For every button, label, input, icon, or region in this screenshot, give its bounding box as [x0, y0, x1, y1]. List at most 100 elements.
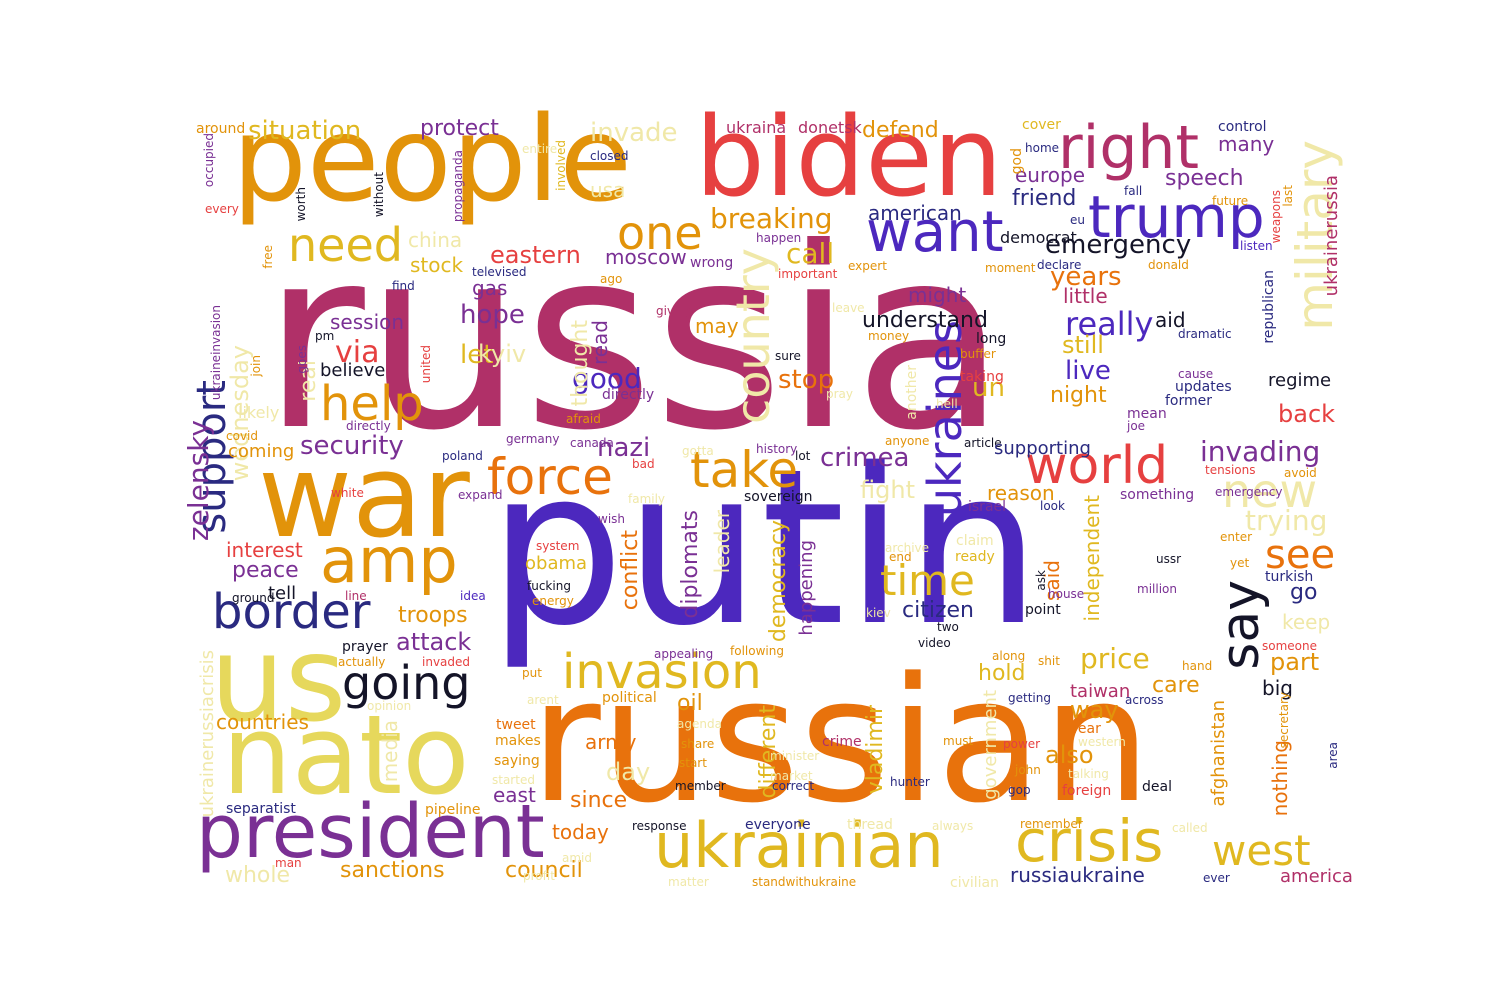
- word-really: really: [1065, 305, 1154, 343]
- word-night: night: [1050, 383, 1107, 408]
- word-session: session: [330, 310, 405, 334]
- word-buffer: buffer: [960, 347, 996, 361]
- word-matter: matter: [668, 875, 709, 889]
- word-eu: eu: [1070, 213, 1085, 227]
- word-giving: giving: [656, 304, 693, 318]
- word-future: future: [1212, 194, 1249, 208]
- word-cover: cover: [1022, 117, 1061, 133]
- word-friend: friend: [1012, 186, 1077, 211]
- word-sure: sure: [775, 349, 801, 363]
- word-directly: directly: [346, 419, 391, 433]
- word-updates: updates: [1175, 379, 1232, 395]
- word-free: free: [261, 245, 275, 269]
- word-ukrainian: ukrainian: [654, 809, 944, 882]
- word-moment: moment: [985, 261, 1036, 275]
- word-us: us: [210, 610, 347, 748]
- word-ever: ever: [1203, 871, 1230, 885]
- word-without: without: [372, 172, 386, 218]
- word-way: way: [1070, 696, 1119, 724]
- word-separatist: separatist: [226, 801, 296, 817]
- word-moscow: moscow: [605, 245, 687, 269]
- word-new: new: [1222, 464, 1318, 518]
- word-europe: europe: [1015, 163, 1085, 187]
- word-system: system: [536, 539, 580, 553]
- word-happen: happen: [756, 231, 802, 245]
- word-man: man: [275, 856, 302, 870]
- word-occupied: occupied: [202, 133, 216, 188]
- word-donald: donald: [1148, 258, 1189, 272]
- word-might: might: [908, 283, 967, 307]
- word-today: today: [552, 820, 609, 844]
- word-troops: troops: [398, 603, 468, 628]
- word-control: control: [1218, 119, 1267, 135]
- word-little: little: [1063, 284, 1108, 308]
- word-stop: stop: [778, 365, 835, 395]
- word-anyone: anyone: [885, 434, 930, 448]
- word-listen: listen: [1240, 239, 1273, 253]
- word-televised: televised: [472, 265, 527, 279]
- word-something: something: [1120, 487, 1195, 503]
- word-expand: expand: [458, 488, 503, 502]
- word-correct: correct: [772, 779, 815, 793]
- word-money: money: [868, 329, 910, 343]
- word-democracy: democracy: [766, 520, 791, 643]
- word-citizen: citizen: [902, 598, 974, 623]
- word-supporting: supporting: [994, 438, 1091, 459]
- word-amid: amid: [562, 851, 592, 865]
- word-ukrainerussiacrisis: ukrainerussiacrisis: [197, 650, 218, 818]
- word-must: must: [943, 734, 974, 748]
- word-prayer: prayer: [342, 639, 388, 655]
- word-ground: ground: [232, 591, 275, 605]
- word-usa: usa: [590, 178, 626, 202]
- word-find: find: [392, 279, 415, 293]
- word-israel: israel: [968, 499, 1007, 515]
- word-canada: canada: [570, 436, 614, 450]
- word-say: say: [1211, 580, 1271, 670]
- word-white: white: [331, 486, 364, 500]
- word-line: line: [345, 589, 367, 603]
- word-media: media: [378, 720, 402, 783]
- word-invasion: invasion: [562, 644, 762, 700]
- word-across: across: [1125, 693, 1164, 707]
- word-care: care: [1152, 673, 1200, 698]
- word-afghanistan: afghanistan: [1208, 700, 1229, 807]
- word-fall: fall: [1124, 184, 1143, 198]
- word-emergency-2: emergency: [1215, 485, 1283, 499]
- word-yet: yet: [1230, 556, 1250, 570]
- word-opinion: opinion: [367, 699, 412, 713]
- word-see: see: [1265, 532, 1336, 578]
- word-along: along: [992, 649, 1026, 663]
- word-closed: closed: [590, 149, 629, 163]
- word-declare: declare: [1037, 258, 1082, 272]
- word-years: years: [1050, 262, 1122, 292]
- word-part: part: [1270, 648, 1320, 676]
- word-secretary: secretary: [1277, 692, 1291, 749]
- word-tweet: tweet: [496, 717, 536, 733]
- word-obama: obama: [525, 553, 588, 574]
- word-started: started: [492, 773, 535, 787]
- word-protect: protect: [420, 116, 499, 141]
- word-dramatic: dramatic: [1178, 327, 1232, 341]
- word-hand: hand: [1182, 659, 1213, 673]
- word-democrat: democrat: [1000, 228, 1077, 247]
- word-america: america: [1280, 866, 1353, 887]
- word-last: last: [1281, 185, 1295, 207]
- word-entire: entire: [522, 142, 558, 156]
- word-avoid: avoid: [1284, 466, 1317, 480]
- word-stock: stock: [410, 253, 464, 277]
- word-regime: regime: [1268, 370, 1332, 391]
- word-government: government: [980, 690, 1001, 800]
- word-claim: claim: [956, 533, 994, 549]
- word-invading: invading: [1200, 435, 1321, 468]
- word-invaded: invaded: [422, 655, 471, 669]
- word-russian: russian: [530, 640, 1152, 841]
- word-kiev: kiev: [866, 606, 891, 620]
- word-eastern: eastern: [490, 241, 581, 269]
- word-attack: attack: [396, 628, 472, 656]
- word-tensions: tensions: [1205, 463, 1256, 477]
- word-member: member: [675, 779, 726, 793]
- word-home: home: [1025, 141, 1060, 155]
- word-un: un: [972, 373, 1005, 403]
- word-american: american: [868, 201, 962, 225]
- word-border: border: [212, 584, 371, 640]
